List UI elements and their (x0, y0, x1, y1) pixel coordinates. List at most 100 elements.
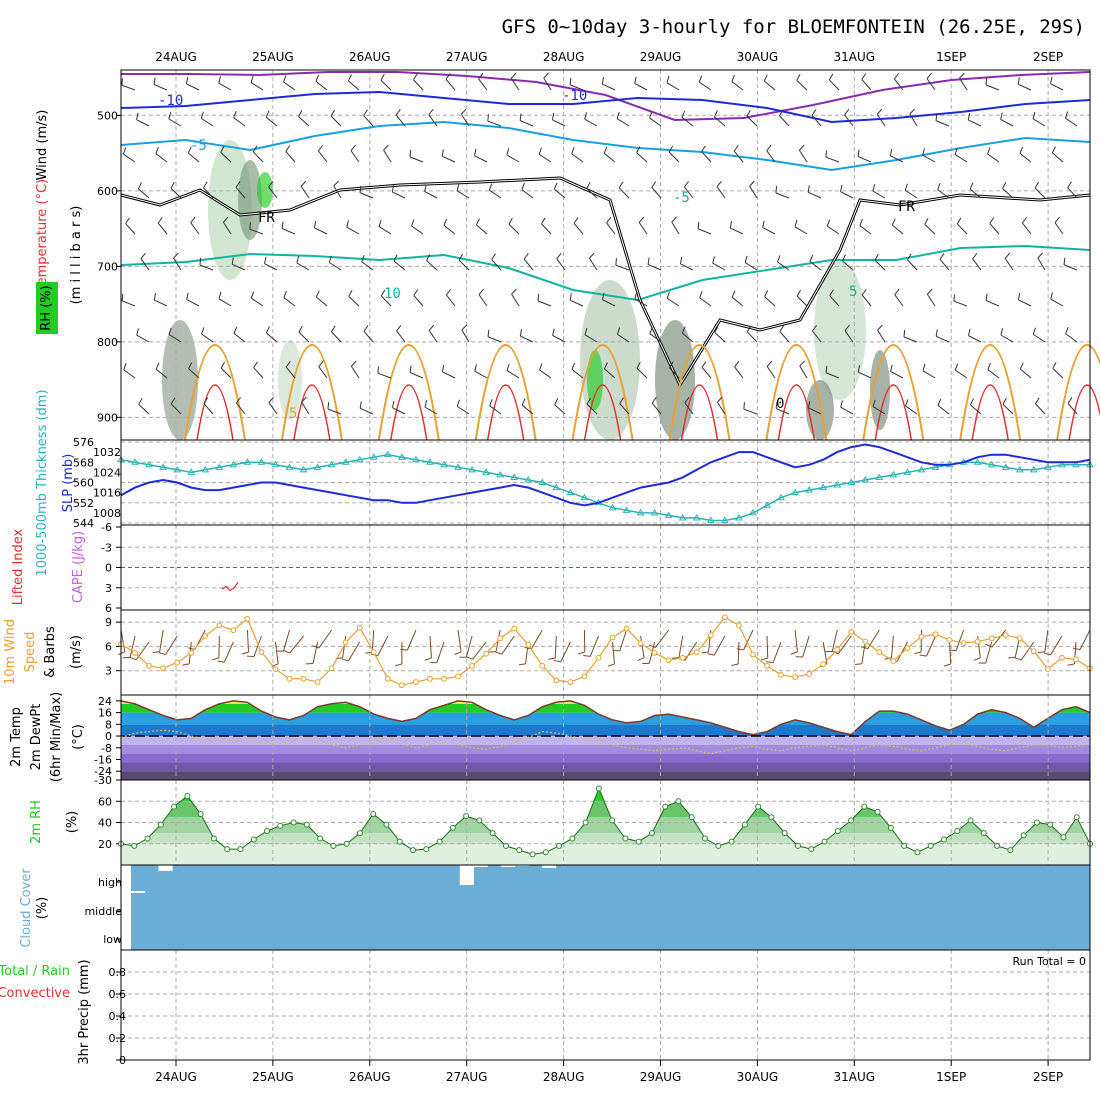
wind-barb-flag (985, 643, 993, 648)
wind-barb-flag (569, 293, 572, 301)
wind-speed-point (918, 633, 925, 640)
wind-barb (330, 115, 342, 127)
wind-speed-point (1030, 648, 1037, 655)
cloud-tick-label: high (98, 876, 122, 889)
wind-barb-flag (939, 253, 945, 260)
wind-barb (445, 78, 456, 91)
wind-barb-flag (796, 289, 802, 297)
wind-barb (203, 403, 214, 415)
wind-barb (681, 332, 694, 343)
wind-barb (602, 299, 616, 307)
wind-barb-flag (458, 253, 464, 261)
slp-line (120, 443, 1091, 507)
rh-point (901, 842, 908, 849)
wind-barb (428, 114, 438, 127)
wind-barb (666, 297, 680, 307)
wind-barb (716, 186, 726, 199)
thickness-point (243, 458, 252, 465)
wind-barb-flag (1054, 216, 1060, 223)
contour-label: FR (898, 199, 915, 215)
wind-barb (168, 118, 182, 127)
date-label-bottom: 26AUG (349, 1070, 391, 1084)
wind-barb-flag (283, 75, 287, 83)
lifted-index-cape-panel: -6 -3 0 3 6 Lifted Index CAPE (J/kg) (11, 521, 1090, 615)
wind-speed-point (216, 622, 223, 629)
wind-barb-flag (1017, 292, 1021, 300)
wind-barb-flag (857, 365, 861, 373)
wind-barb (1002, 188, 1014, 199)
wind-barb-flag (799, 144, 805, 151)
wind-barb-flag (607, 663, 615, 667)
wind-speed-point (483, 650, 490, 657)
wind-speed-point (1059, 654, 1065, 661)
wind-barb-flag (571, 362, 576, 370)
thickness-point (426, 458, 434, 465)
wind-speed-point (525, 641, 532, 648)
axis-label-temp-d: (°C) (71, 724, 86, 750)
wind-speed-point (469, 662, 475, 669)
wind-barb (956, 223, 968, 235)
wind-barb-flag (779, 325, 785, 332)
wind-barb (714, 116, 726, 127)
wind-barb-flag (861, 289, 867, 296)
wind-barb (712, 262, 726, 271)
wind-barb (584, 334, 598, 343)
wind-barb (140, 258, 150, 271)
wind-barb-flag (168, 112, 172, 120)
wind-barb-flag (537, 293, 540, 302)
wind-barb-flag (231, 257, 234, 265)
thickness-point (1015, 465, 1024, 473)
lifted-index-tick-label: 3 (105, 582, 112, 595)
wind-barb-flag (775, 401, 778, 409)
wind-barb-flag (283, 290, 287, 298)
date-label-bottom: 1SEP (936, 1070, 966, 1084)
rh-point (449, 824, 456, 831)
rh-point (171, 803, 178, 810)
wind-barb-flag (554, 398, 559, 405)
date-label-top: 31AUG (834, 50, 876, 64)
wind-barb (1052, 368, 1064, 379)
wind-speed-point (188, 650, 195, 656)
wind-barb-flag (701, 145, 706, 152)
wind-barb-flag (137, 182, 142, 190)
wind-barb (937, 404, 950, 415)
thickness-point (889, 470, 898, 478)
wind-barb-flag (589, 252, 595, 259)
wind-barb-flag (122, 147, 127, 155)
rh-point (848, 817, 855, 824)
wind-barb-flag (489, 399, 493, 406)
wind-barb (154, 299, 168, 307)
wind-barb (187, 152, 200, 163)
wind-barb-flag (199, 257, 202, 266)
wind-barb-flag (312, 645, 320, 649)
wind-barb (571, 368, 584, 379)
wind-barb (300, 186, 310, 199)
wind-barb-flag (636, 361, 641, 369)
wind-barb-flag (584, 112, 587, 120)
axis-label-thickness: 1000-500mb Thickness (dm) (35, 389, 50, 576)
rh-point (343, 840, 350, 847)
rh-point (622, 835, 629, 842)
wind-barb-flag (200, 111, 204, 119)
wind-barb-flag (475, 218, 480, 226)
thickness-point (454, 463, 462, 470)
wind-barb (612, 641, 615, 664)
wind-barb-flag (203, 181, 208, 189)
thickness-point (1043, 463, 1052, 470)
wind-barb-flag (538, 147, 542, 155)
wind-barb-flag (1050, 76, 1053, 84)
wind-barb (746, 115, 758, 127)
wind-barb-flag (840, 400, 843, 408)
wind-barb-flag (775, 185, 778, 194)
wind-speed-point (1016, 635, 1023, 642)
wind-barb (1032, 118, 1046, 127)
wind-barb-flag (218, 291, 222, 299)
wind-barb (872, 406, 886, 415)
rh-point (210, 835, 217, 842)
wind-barb-flag (924, 218, 929, 225)
wind-barb-flag (638, 216, 645, 223)
wind-barb-flag (265, 110, 270, 118)
wind-barb (537, 300, 552, 307)
wind-barb-flag (666, 291, 670, 299)
wind-barb (955, 369, 968, 379)
